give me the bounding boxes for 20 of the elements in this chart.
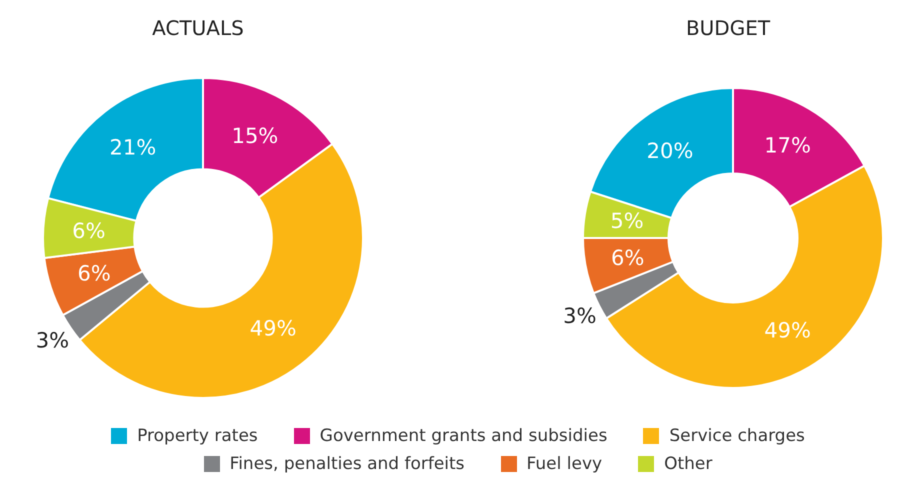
data-label: 15% [232, 124, 278, 148]
data-label: 6% [72, 218, 106, 243]
legend-label: Government grants and subsidies [320, 426, 608, 446]
data-label: 21% [110, 136, 156, 160]
legend-label: Property rates [137, 426, 258, 446]
data-label: 6% [610, 246, 644, 270]
legend-label: Service charges [669, 426, 805, 446]
data-label: 5% [610, 209, 644, 234]
legend-label: Fines, penalties and forfeits [230, 454, 465, 474]
data-label: 17% [764, 134, 811, 158]
data-label: 3% [36, 328, 70, 352]
data-label: 49% [764, 318, 811, 342]
data-label: 20% [646, 139, 694, 164]
data-label: 49% [250, 316, 296, 340]
legend-label: Other [664, 454, 712, 474]
chart-title: BUDGET [684, 15, 772, 42]
data-label: 6% [78, 261, 111, 286]
chart-title: ACTUALS [151, 15, 245, 42]
legend-label: Fuel levy [526, 454, 602, 474]
data-label: 3% [563, 304, 596, 328]
